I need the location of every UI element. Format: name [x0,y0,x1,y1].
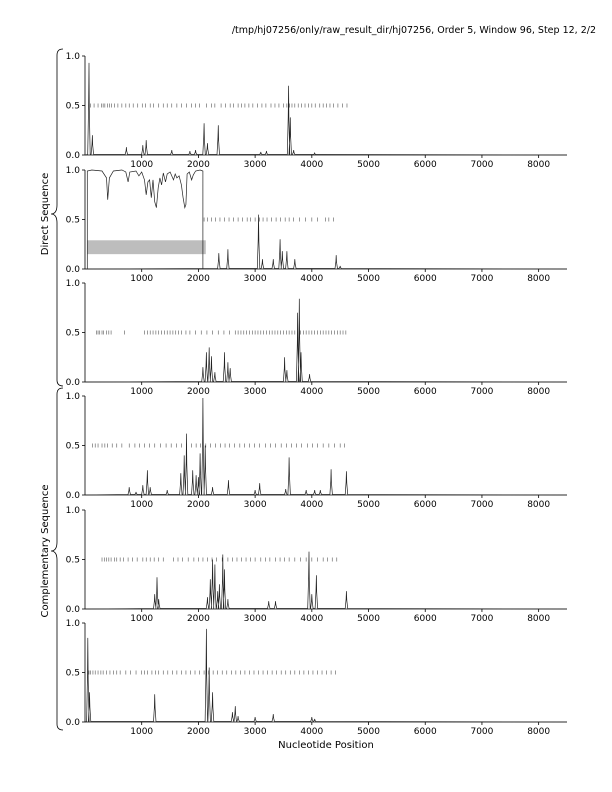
x-tick-label: 1000 [130,160,153,170]
complementary-sequence-label: Complementary Sequence [40,485,51,618]
panel-6: 0.0 0.5 1.0 1000 2000 3000 4000 5000 6000 7000 800… [66,619,568,737]
x-tick-label: 7000 [470,387,493,397]
panel-4: 0.0 0.5 1.0 1000 2000 3000 4000 5000 6000 7000 800… [66,392,568,510]
panel-2: 0.0 0.5 1.0 1000 2000 3000 4000 5000 6000 7000 800… [66,166,568,284]
x-tick-label: 2000 [187,727,210,737]
x-tick-label: 2000 [187,387,210,397]
x-tick-label: 7000 [470,500,493,510]
x-axis-label: Nucleotide Position [278,740,374,751]
y-tick-label: 0.5 [66,102,80,112]
y-tick-label: 1.0 [66,166,81,176]
series-line [84,214,568,270]
x-tick-label: 5000 [357,727,380,737]
y-tick-label: 1.0 [66,279,81,289]
x-tick-label: 3000 [244,387,267,397]
x-tick-label: 8000 [527,614,550,624]
x-tick-label: 5000 [357,274,380,284]
x-tick-label: 7000 [470,727,493,737]
complementary-sequence-bracket [50,387,64,731]
x-tick-label: 1000 [130,614,153,624]
series-line [84,551,568,610]
x-tick-label: 1000 [130,274,153,284]
y-tick-label: 0.0 [66,605,81,615]
x-tick-label: 2000 [187,614,210,624]
x-tick-label: 5000 [357,500,380,510]
x-tick-label: 1000 [130,500,153,510]
x-tick-label: 2000 [187,160,210,170]
x-tick-label: 6000 [414,500,437,510]
x-tick-label: 4000 [300,387,323,397]
page-title: /tmp/hj07256/only/raw_result_dir/hj07256… [231,25,596,36]
x-tick-label: 4000 [300,274,323,284]
y-tick-label: 0.5 [66,556,80,566]
x-tick-label: 8000 [527,160,550,170]
y-tick-label: 0.5 [66,329,80,339]
x-tick-label: 8000 [527,387,550,397]
x-tick-label: 7000 [470,274,493,284]
direct-sequence-bracket [50,48,64,387]
x-tick-label: 5000 [357,387,380,397]
y-tick-label: 0.0 [66,491,81,501]
y-tick-label: 0.0 [66,265,81,275]
x-tick-label: 2000 [187,500,210,510]
y-tick-label: 0.5 [66,669,80,679]
series-line [84,62,568,156]
series-line [84,397,568,496]
x-tick-label: 6000 [414,387,437,397]
y-tick-label: 0.0 [66,378,81,388]
group-brackets: Direct Sequence Complementary Sequence [40,48,64,731]
x-tick-label: 7000 [470,160,493,170]
y-tick-label: 1.0 [66,619,81,629]
x-tick-label: 5000 [357,160,380,170]
x-tick-label: 4000 [300,614,323,624]
x-tick-label: 2000 [187,274,210,284]
y-tick-label: 0.0 [66,718,81,728]
x-tick-label: 1000 [130,387,153,397]
x-tick-label: 3000 [244,727,267,737]
x-tick-label: 6000 [414,274,437,284]
y-tick-label: 1.0 [66,506,81,516]
x-tick-label: 8000 [527,500,550,510]
x-tick-label: 3000 [244,274,267,284]
series-line [84,628,568,723]
top-band-trace [86,169,204,269]
y-tick-label: 0.0 [66,151,81,161]
y-tick-label: 1.0 [66,52,81,62]
x-tick-label: 7000 [470,614,493,624]
y-tick-label: 0.5 [66,442,80,452]
x-tick-label: 3000 [244,500,267,510]
x-tick-label: 6000 [414,727,437,737]
x-tick-label: 4000 [300,500,323,510]
x-tick-label: 8000 [527,727,550,737]
panel-3: 0.0 0.5 1.0 1000 2000 3000 4000 5000 6000 7000 800… [66,279,568,397]
x-tick-label: 4000 [300,727,323,737]
direct-sequence-label: Direct Sequence [40,173,51,255]
panels: 0.0 0.5 1.0 1000 2000 3000 4000 5000 6000 7000 800… [66,52,568,737]
x-tick-label: 8000 [527,274,550,284]
y-tick-label: 0.5 [66,216,80,226]
x-tick-label: 1000 [130,727,153,737]
x-tick-label: 3000 [244,160,267,170]
x-tick-label: 6000 [414,614,437,624]
x-tick-label: 3000 [244,614,267,624]
y-tick-label: 1.0 [66,392,81,402]
panel-5: 0.0 0.5 1.0 1000 2000 3000 4000 5000 6000 7000 800… [66,506,568,624]
x-tick-label: 4000 [300,160,323,170]
series-line [84,298,568,383]
x-tick-label: 6000 [414,160,437,170]
panel-1: 0.0 0.5 1.0 1000 2000 3000 4000 5000 6000 7000 800… [66,52,568,170]
shaded-band [87,240,206,255]
x-tick-label: 5000 [357,614,380,624]
